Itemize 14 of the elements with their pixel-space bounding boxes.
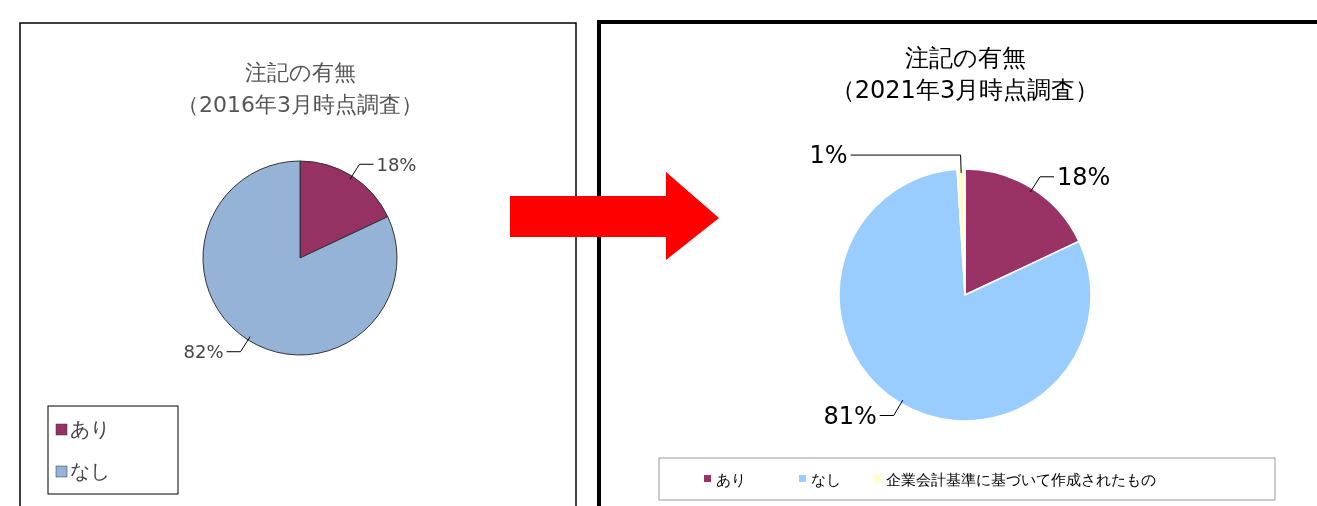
legend-label: なし — [70, 459, 110, 483]
legend-label: 企業会計基準に基づいて作成されたもの — [886, 471, 1156, 489]
legend-label: あり — [70, 417, 110, 441]
chart-subtitle: （2021年3月時点調査） — [830, 76, 1100, 104]
chart-title: 注記の有無 — [904, 44, 1026, 72]
legend-label: あり — [716, 471, 746, 489]
chart-title: 注記の有無 — [244, 60, 356, 85]
data-label: 1% — [809, 141, 848, 170]
chart-subtitle: （2016年3月時点調査） — [177, 92, 423, 117]
legend-label: なし — [811, 471, 841, 489]
data-label: 82% — [183, 341, 224, 363]
data-label: 81% — [823, 401, 877, 430]
data-label: 18% — [1057, 163, 1111, 192]
data-label: 18% — [376, 153, 417, 175]
